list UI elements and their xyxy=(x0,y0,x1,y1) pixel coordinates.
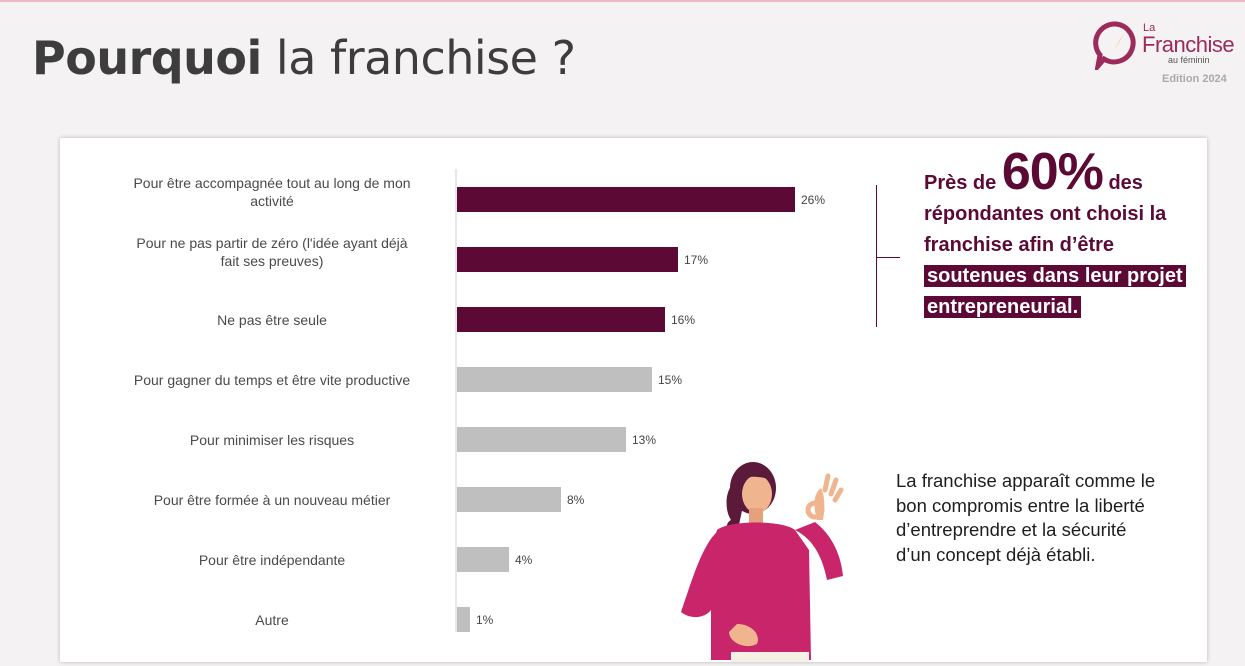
woman-ok-gesture-illustration xyxy=(681,462,844,662)
edition-label: Edition 2024 xyxy=(1162,73,1227,85)
callout-big-number: 60% xyxy=(1001,143,1104,201)
value-label-6: 8% xyxy=(567,493,585,507)
page-title-rest: la franchise ? xyxy=(275,31,576,85)
page-title: Pourquoi la franchise ? xyxy=(32,26,576,90)
category-label-6: Pour être formée à un nouveau métier xyxy=(154,492,391,508)
callout-highlight: soutenues dans leur projet entrepreneuri… xyxy=(924,265,1186,318)
bar-4 xyxy=(457,367,652,392)
bar-1 xyxy=(457,187,795,212)
franchise-logo: La Franchise au féminin Edition 2024 xyxy=(1090,18,1240,93)
category-label-5: Pour minimiser les risques xyxy=(190,432,354,448)
callout-bracket-tick xyxy=(876,257,900,258)
logo-line-3: au féminin xyxy=(1168,55,1210,65)
bar-2 xyxy=(457,247,678,272)
conclusion-text: La franchise apparaît comme le bon compr… xyxy=(896,470,1156,565)
category-label-3: Ne pas être seule xyxy=(217,312,327,328)
bar-8 xyxy=(457,607,470,632)
content-card: 26% Pour être accompagnée tout au long de… xyxy=(60,138,1207,662)
value-label-3: 16% xyxy=(671,313,695,327)
value-label-1: 26% xyxy=(801,193,825,207)
callout-prefix: Près de xyxy=(924,172,997,194)
value-label-7: 4% xyxy=(515,553,533,567)
logo-line-1: La xyxy=(1143,22,1156,34)
category-label-8: Autre xyxy=(255,612,289,628)
category-label-4: Pour gagner du temps et être vite produc… xyxy=(134,372,410,388)
bar-7 xyxy=(457,547,509,572)
speech-bubble-icon xyxy=(1093,21,1136,70)
logo-line-2: Franchise xyxy=(1142,32,1235,57)
value-label-5: 13% xyxy=(632,433,656,447)
category-label-2: Pour ne pas partir de zéro (l'idée ayant… xyxy=(136,235,407,269)
value-label-2: 17% xyxy=(684,253,708,267)
category-label-7: Pour être indépendante xyxy=(199,552,346,568)
key-stat-callout: Près de 60% des répondantes ont choisi l… xyxy=(924,146,1186,323)
bar-6 xyxy=(457,487,561,512)
value-label-4: 15% xyxy=(658,373,682,387)
page-title-bold: Pourquoi xyxy=(32,31,262,85)
callout-suffix: des répondantes ont choisi la franchise … xyxy=(924,172,1167,256)
callout-bracket-line xyxy=(876,185,877,327)
value-label-8: 1% xyxy=(476,613,494,627)
bar-chart: 26% Pour être accompagnée tout au long de… xyxy=(133,169,825,632)
category-label-1: Pour être accompagnée tout au long de mo… xyxy=(133,175,410,209)
bar-3 xyxy=(457,307,665,332)
top-accent-line xyxy=(0,0,1245,2)
bar-5 xyxy=(457,427,626,452)
